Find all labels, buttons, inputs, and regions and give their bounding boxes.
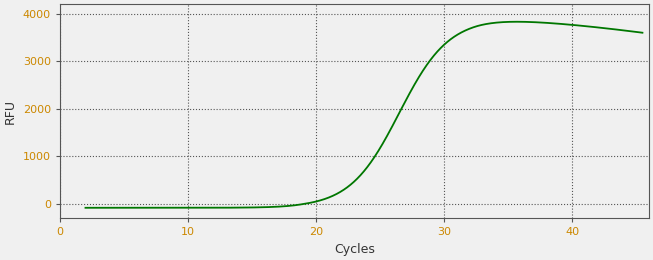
Y-axis label: RFU: RFU bbox=[4, 99, 17, 124]
X-axis label: Cycles: Cycles bbox=[334, 243, 375, 256]
